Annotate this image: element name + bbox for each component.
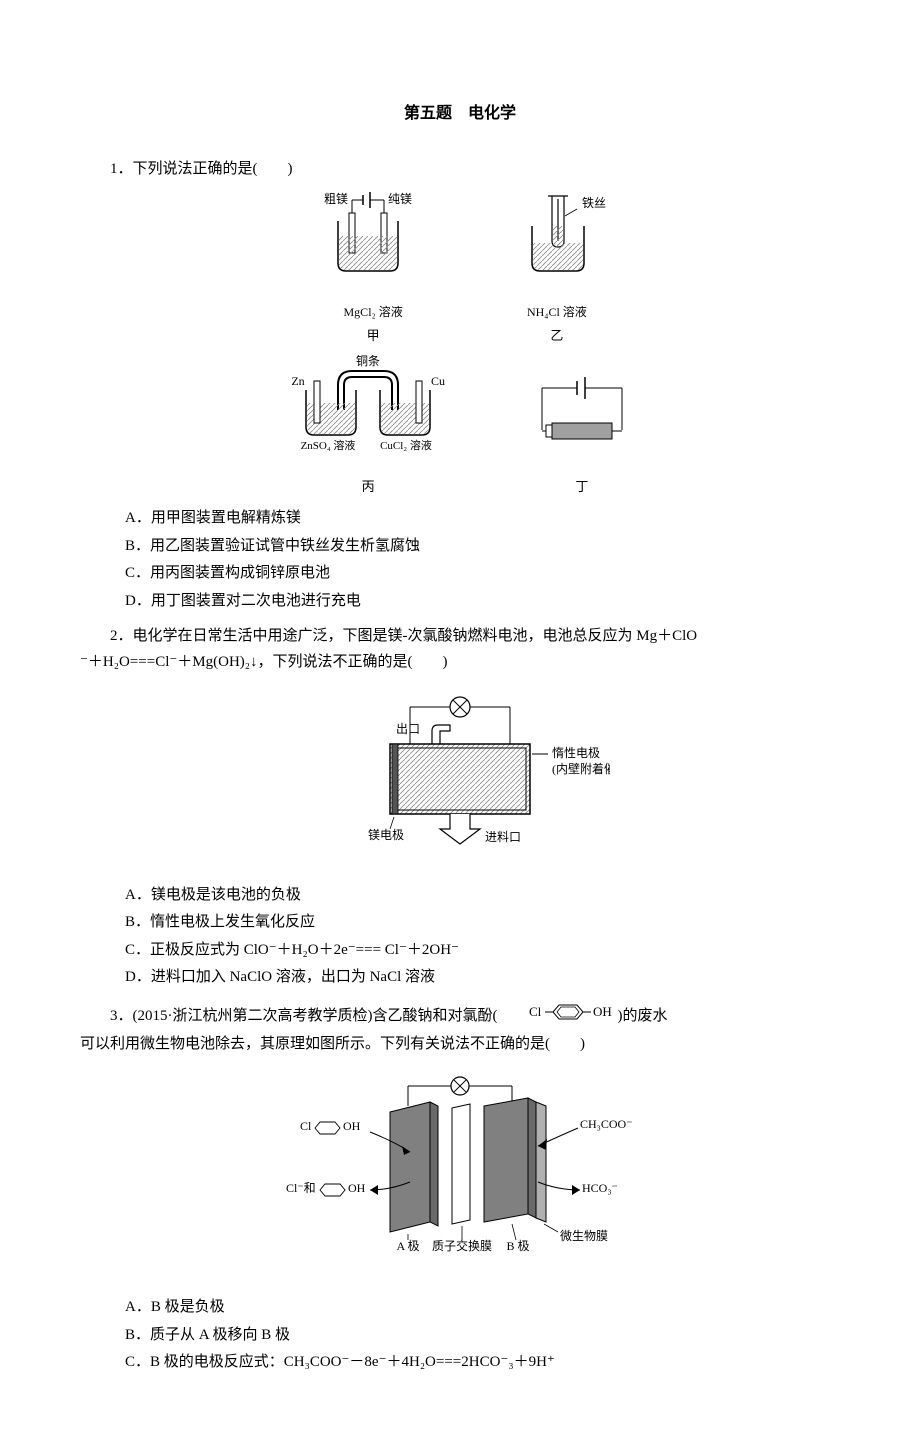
- q3-stem-line1: 3．(2015·浙江杭州第二次高考教学质检)含乙酸钠和对氯酚( Cl OH )的废水: [80, 1001, 840, 1033]
- q3-stem-suffix: )的废水: [617, 1008, 667, 1024]
- q2-catalyst: (内壁附着催化剂): [552, 761, 610, 776]
- q3-choice-b: B．质子从 A 极移向 B 极: [125, 1323, 840, 1349]
- q2-choice-c: C．正极反应式为 ClO⁻＋H₂O＋2e⁻=== Cl⁻＋2OH⁻: [125, 938, 840, 964]
- q2-stem-line1: 2．电化学在日常生活中用途广泛，下图是镁-次氯酸钠燃料电池，电池总反应为 Mg＋…: [80, 624, 840, 650]
- q1-figures-row-1: 粗镁 纯镁 MgCl₂ 溶液 甲: [80, 191, 840, 347]
- q2-stem-line2: ⁻＋H₂O===Cl⁻＋Mg(OH)₂↓，下列说法不正确的是( ): [80, 650, 840, 676]
- page-title: 第五题 电化学: [80, 100, 840, 127]
- q3-stem-line2: 可以利用微生物电池除去，其原理如图所示。下列有关说法不正确的是( ): [80, 1032, 840, 1058]
- yi-caption: 乙: [502, 325, 612, 347]
- q3-tl-right: OH: [343, 1119, 361, 1133]
- q3-biofilm-label: 微生物膜: [560, 1229, 608, 1243]
- jia-solution: MgCl₂ 溶液: [308, 302, 438, 322]
- q1-choice-d: D．用丁图装置对二次电池进行充电: [125, 589, 840, 615]
- q3-choice-c: C．B 极的电极反应式：CH₃COO⁻－8e⁻＋4H₂O===2HCO⁻₃＋9H…: [125, 1350, 840, 1376]
- q1-choice-a: A．用甲图装置电解精炼镁: [125, 506, 840, 532]
- q2-mg: 镁电极: [368, 828, 404, 842]
- bing-zn: Zn: [291, 374, 304, 388]
- q1-fig-ding: 丁: [522, 375, 642, 499]
- question-1: 1．下列说法正确的是( ) 粗镁 纯镁: [80, 157, 840, 614]
- jia-right-label: 纯镁: [388, 192, 412, 206]
- q2-choice-d: D．进料口加入 NaClO 溶液，出口为 NaCl 溶液: [125, 965, 840, 991]
- q3-b-label: B 极: [506, 1239, 529, 1253]
- q1-figures-row-2: 铜条 Zn Cu ZnSO₄ 溶液 CuCl₂ 溶液 丙: [80, 355, 840, 499]
- q3-figure: Cl OH Cl⁻和 OH CH₃COO⁻ HCO₃⁻ A 极 质子交换膜 微生…: [80, 1066, 840, 1288]
- q3-choice-a: A．B 极是负极: [125, 1295, 840, 1321]
- question-3: 3．(2015·浙江杭州第二次高考教学质检)含乙酸钠和对氯酚(ClOH)的废水 …: [80, 1001, 840, 1376]
- bing-right-sol: CuCl₂ 溶液: [380, 438, 432, 452]
- q3-tr: CH₃COO⁻: [580, 1117, 633, 1131]
- svg-text:Cl: Cl: [529, 1004, 542, 1019]
- svg-text:OH: OH: [593, 1004, 612, 1019]
- bing-bridge-label: 铜条: [356, 355, 380, 368]
- q1-choice-c: C．用丙图装置构成铜锌原电池: [125, 561, 840, 587]
- q3-stem-prefix: 3．(2015·浙江杭州第二次高考教学质检)含乙酸钠和对氯酚(: [110, 1008, 497, 1024]
- q2-choice-b: B．惰性电极上发生氧化反应: [125, 910, 840, 936]
- q1-fig-jia: 粗镁 纯镁 MgCl₂ 溶液 甲: [308, 191, 438, 347]
- yi-rod-label: 铁丝: [582, 196, 606, 210]
- q2-inert: 惰性电极: [552, 746, 600, 760]
- q3-membrane-label: 质子交换膜: [432, 1238, 492, 1253]
- bing-left-sol: ZnSO₄ 溶液: [301, 438, 356, 452]
- q3-bl-left: Cl⁻和: [286, 1181, 316, 1195]
- q2-figure: 出口 镁电极 惰性电极 (内壁附着催化剂) 进料口: [80, 683, 840, 875]
- q2-choice-a: A．镁电极是该电池的负极: [125, 883, 840, 909]
- q2-outlet: 出口: [396, 722, 420, 736]
- q1-stem: 1．下列说法正确的是( ): [80, 157, 840, 183]
- q3-a-label: A 极: [396, 1239, 419, 1253]
- q1-choice-b: B．用乙图装置验证试管中铁丝发生析氢腐蚀: [125, 534, 840, 560]
- bing-caption: 丙: [278, 476, 458, 498]
- jia-left-label: 粗镁: [324, 192, 348, 206]
- q2-inlet: 进料口: [485, 830, 521, 844]
- q3-br: HCO₃⁻: [582, 1181, 618, 1195]
- jia-caption: 甲: [308, 325, 438, 347]
- bing-cu: Cu: [431, 374, 445, 388]
- q3-bl-right: OH: [348, 1181, 366, 1195]
- q1-fig-bing: 铜条 Zn Cu ZnSO₄ 溶液 CuCl₂ 溶液 丙: [278, 355, 458, 499]
- yi-solution: NH₄Cl 溶液: [502, 302, 612, 322]
- q3-tl-left: Cl: [300, 1119, 312, 1133]
- question-2: 2．电化学在日常生活中用途广泛，下图是镁-次氯酸钠燃料电池，电池总反应为 Mg＋…: [80, 624, 840, 991]
- chlorophenol-icon: Cl OH: [499, 1001, 615, 1033]
- ding-caption: 丁: [522, 476, 642, 498]
- q1-fig-yi: 铁丝 NH₄Cl 溶液 乙: [502, 191, 612, 347]
